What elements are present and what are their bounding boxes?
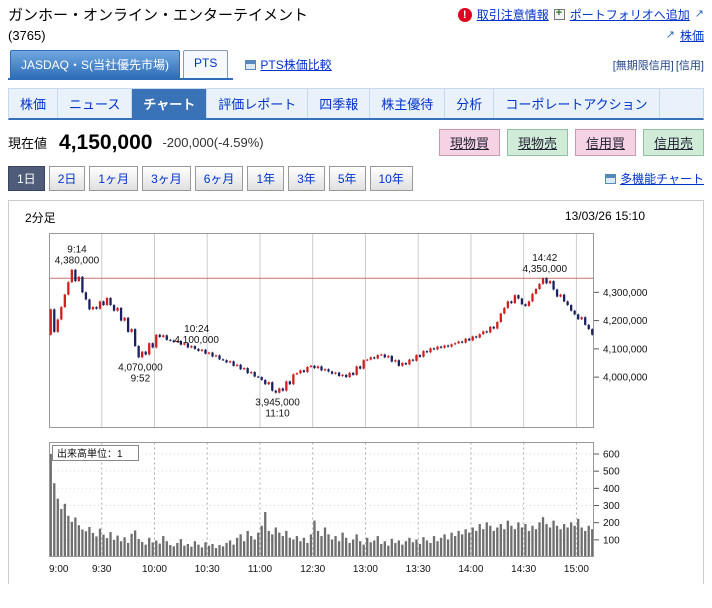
alert-icon (457, 7, 472, 22)
svg-text:9:52: 9:52 (131, 373, 151, 384)
svg-text:14:00: 14:00 (458, 564, 483, 575)
market-row: JASDAQ・S(当社優先市場) PTS PTS株価比較 [無期限信用] [信用] (8, 50, 704, 80)
svg-text:4,070,000: 4,070,000 (118, 362, 163, 373)
period-bar: 1日 2日 1ヶ月 3ヶ月 6ヶ月 1年 3年 5年 10年 多機能チャート (8, 166, 704, 200)
market-tabs: JASDAQ・S(当社優先市場) PTS (8, 50, 234, 80)
external-link-icon (695, 9, 704, 20)
svg-text:9:00: 9:00 (49, 564, 69, 575)
period-button-8[interactable]: 5年 (328, 166, 366, 191)
volume-bars (49, 454, 594, 557)
pts-compare-link[interactable]: PTS株価比較 (260, 58, 332, 72)
trade-button-3[interactable]: 信用買 (574, 129, 636, 156)
nav-bar: 株価 ニュース チャート 評価レポート 四季報 株主優待 分析 コーポレートアクション (8, 88, 704, 120)
svg-text:4,100,000: 4,100,000 (174, 335, 219, 346)
svg-text:9:14: 9:14 (67, 245, 87, 256)
svg-text:10:24: 10:24 (184, 324, 209, 335)
price-chart-wrap: 4,300,000 4,200,000 4,100,000 4,000,000 9:14… (49, 233, 697, 430)
trade-buttons: 現物買 現物売 信用買 信用売 (438, 129, 704, 156)
portfolio-icon (553, 7, 565, 20)
page-title: ガンホー・オンライン・エンターテイメント (3765) (8, 6, 316, 48)
period-button-1[interactable]: 1日 (8, 166, 45, 191)
svg-text:4,200,000: 4,200,000 (603, 316, 648, 327)
period-button-3[interactable]: 1ヶ月 (89, 166, 139, 191)
period-button-4[interactable]: 3ヶ月 (142, 166, 191, 191)
svg-text:15:00: 15:00 (564, 564, 589, 575)
current-price-label: 現在値 (8, 136, 48, 151)
quote-bar: 現在値 4,150,000 -200,000(-4.59%) 現物買 現物売 信用買… (8, 129, 704, 156)
trade-button-1[interactable]: 現物買 (438, 129, 500, 156)
trade-button-4[interactable]: 信用売 (642, 129, 704, 156)
svg-text:14:42: 14:42 (532, 253, 557, 264)
stock-price-link[interactable]: 株価 (679, 29, 704, 43)
caution-info-link[interactable]: 取引注意情報 (476, 8, 549, 22)
period-button-2[interactable]: 2日 (48, 166, 86, 191)
svg-text:14:30: 14:30 (511, 564, 536, 575)
period-button-7[interactable]: 3年 (288, 166, 325, 191)
period-button-9[interactable]: 10年 (369, 166, 413, 191)
svg-text:10:30: 10:30 (195, 564, 220, 575)
market-tab-jasdaq[interactable]: JASDAQ・S(当社優先市場) (10, 50, 181, 78)
trade-button-2[interactable]: 現物売 (506, 129, 568, 156)
multi-chart-link[interactable]: 多機能チャート (620, 172, 704, 186)
svg-text:200: 200 (603, 518, 620, 529)
window-icon (245, 59, 257, 70)
svg-text:4,000,000: 4,000,000 (603, 373, 648, 384)
svg-text:3,945,000: 3,945,000 (255, 398, 300, 409)
credit-label-2[interactable]: [信用] (675, 60, 704, 72)
chart-section: 2分足 13/03/26 15:10 4,300,000 4,200,000 4,1… (8, 200, 704, 584)
header-links: 取引注意情報 ポートフォリオへ追加 株価 (457, 6, 704, 48)
external-link-icon (666, 30, 675, 41)
credit-labels: [無期限信用] [信用] (611, 57, 704, 80)
svg-text:500: 500 (603, 467, 620, 478)
nav-tab-3[interactable]: チャート (132, 89, 208, 118)
nav-tab-4[interactable]: 評価レポート (207, 89, 309, 118)
price-chart: 4,300,000 4,200,000 4,100,000 4,000,000 9:14… (49, 233, 648, 428)
period-buttons: 1日 2日 1ヶ月 3ヶ月 6ヶ月 1年 3年 5年 10年 (8, 166, 417, 191)
svg-text:11:00: 11:00 (248, 564, 273, 575)
current-price-value: 4,150,000 (59, 130, 153, 154)
nav-tab-8[interactable]: コーポレートアクション (494, 89, 660, 118)
svg-text:300: 300 (603, 501, 620, 512)
price-change: -200,000(-4.59%) (162, 135, 264, 150)
svg-text:9:30: 9:30 (92, 564, 112, 575)
market-tab-pts[interactable]: PTS (183, 50, 229, 78)
svg-text:出来高単位：1: 出来高単位：1 (57, 447, 123, 460)
svg-text:11:10: 11:10 (265, 409, 290, 420)
svg-text:10:00: 10:00 (142, 564, 167, 575)
period-button-5[interactable]: 6ヶ月 (194, 166, 244, 191)
nav-tab-7[interactable]: 分析 (445, 89, 495, 118)
credit-label-1[interactable]: [無期限信用] (612, 60, 674, 72)
svg-text:600: 600 (603, 450, 620, 461)
chart-header: 2分足 13/03/26 15:10 (15, 206, 697, 233)
svg-text:13:00: 13:00 (353, 564, 378, 575)
stock-code: (3765) (8, 28, 46, 44)
volume-chart: 600 500 400 300 200 100 出来高単位：1 9:00 9:30 10:00 10… (49, 442, 620, 575)
svg-text:12:30: 12:30 (300, 564, 325, 575)
header: ガンホー・オンライン・エンターテイメント (3765) 取引注意情報 ポートフォ… (8, 6, 704, 48)
svg-text:13:30: 13:30 (406, 564, 431, 575)
period-button-6[interactable]: 1年 (247, 166, 285, 191)
nav-tab-6[interactable]: 株主優待 (370, 89, 446, 118)
nav-tab-5[interactable]: 四季報 (308, 89, 371, 118)
volume-chart-wrap: 600 500 400 300 200 100 出来高単位：1 9:00 9:30 10:00 10… (49, 442, 697, 578)
chart-interval-label: 2分足 (25, 211, 56, 225)
add-portfolio-link[interactable]: ポートフォリオへ追加 (569, 8, 690, 22)
window-icon (605, 173, 617, 184)
svg-text:4,350,000: 4,350,000 (523, 264, 568, 275)
chart-timestamp: 13/03/26 15:10 (564, 209, 645, 223)
candles (49, 268, 594, 394)
svg-text:4,300,000: 4,300,000 (603, 288, 648, 299)
svg-text:4,100,000: 4,100,000 (603, 344, 648, 355)
svg-text:100: 100 (603, 535, 620, 546)
nav-tab-1[interactable]: 株価 (9, 89, 59, 118)
nav-tab-2[interactable]: ニュース (58, 89, 133, 118)
svg-text:400: 400 (603, 484, 620, 495)
stock-name: ガンホー・オンライン・エンターテイメント (8, 7, 309, 24)
svg-text:4,380,000: 4,380,000 (55, 256, 100, 267)
